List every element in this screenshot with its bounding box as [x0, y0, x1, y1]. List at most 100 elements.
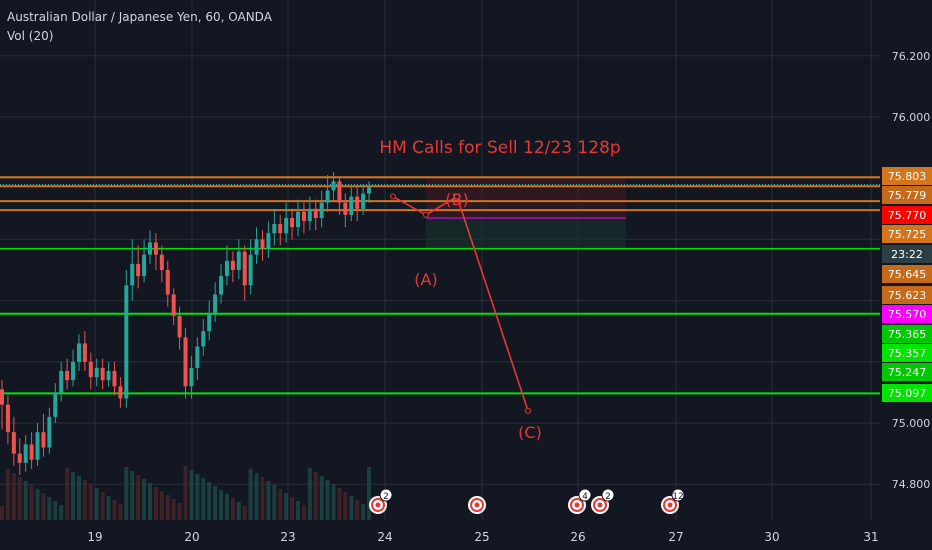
candle-body [159, 254, 164, 270]
volume-bar [88, 484, 93, 520]
wave-point [390, 193, 396, 200]
candle-body [325, 190, 330, 203]
volume-bar [242, 506, 247, 520]
volume-bar [118, 504, 123, 520]
volume-bar [307, 468, 312, 520]
candle-body [112, 370, 117, 387]
candle-body [41, 432, 46, 448]
event-icon-dot [667, 502, 673, 508]
candle-body [47, 416, 52, 448]
candle-body [337, 181, 342, 203]
candle-body [65, 370, 70, 381]
x-tick-label: 25 [474, 530, 489, 544]
event-count: 4 [582, 492, 588, 502]
price-label: 75.623 [888, 289, 927, 302]
volume-bar [76, 476, 81, 520]
wave-point [454, 193, 460, 200]
volume-bar [367, 467, 372, 520]
volume-bar [219, 490, 224, 520]
event-icon-ring [570, 498, 584, 512]
wave-drawing[interactable]: (A) (B) (C) [390, 190, 542, 442]
candle-body [189, 367, 194, 387]
price-label: 75.357 [888, 347, 927, 360]
volume-bar [53, 501, 58, 520]
price-label-box [882, 167, 932, 185]
volume-bar [284, 493, 289, 520]
trade-position-box[interactable] [426, 178, 626, 249]
candle-body [177, 315, 182, 338]
volume-bar [136, 475, 141, 520]
volume-bars [0, 466, 372, 520]
candle-body [290, 217, 295, 228]
volume-bar [266, 481, 271, 520]
candle-body [124, 285, 129, 399]
event-badges[interactable]: 2 4 2 12 [369, 488, 685, 514]
volume-bar [301, 505, 306, 520]
volume-bar [5, 469, 10, 520]
price-label-box [882, 286, 932, 304]
volume-bar [224, 494, 229, 520]
volume-bar [290, 497, 295, 520]
event-count-bubble [379, 488, 393, 502]
x-tick-label: 19 [87, 530, 102, 544]
volume-bar [213, 486, 218, 520]
y-tick-label: 76.200 [892, 50, 931, 63]
event-icon-dot [597, 502, 603, 508]
candle-body [118, 386, 123, 399]
candle-body [148, 242, 152, 255]
price-label-box [882, 186, 932, 204]
volume-bar [171, 499, 176, 520]
candle-body [219, 276, 224, 295]
volume-bar [313, 472, 318, 520]
symbol-title: Australian Dollar / Japanese Yen, 60, OA… [7, 10, 272, 24]
volume-bar [236, 502, 241, 520]
time-axis[interactable]: 19 20 23 24 25 26 27 30 31 [87, 530, 878, 544]
candle-body [5, 404, 10, 433]
candle-body [278, 224, 283, 234]
candle-body [106, 370, 111, 381]
candle-body [183, 337, 188, 387]
event-icon-dot [375, 502, 381, 508]
event-icon-ring [593, 498, 607, 512]
volume-bar [260, 477, 265, 520]
candle-body [94, 367, 99, 378]
grid [0, 0, 880, 520]
volume-bar [319, 476, 324, 520]
candle-body [0, 389, 4, 405]
volume-indicator-label[interactable]: Vol (20) [7, 29, 54, 43]
candle-body [171, 294, 176, 316]
target-zone [426, 217, 626, 249]
candle-body [76, 343, 81, 362]
candlesticks [0, 172, 372, 476]
candle-body [319, 202, 324, 218]
volume-bar [65, 468, 70, 520]
price-label: 75.570 [888, 308, 927, 321]
volume-bar [11, 473, 16, 520]
x-tick-label: 23 [280, 530, 295, 544]
candle-body [53, 392, 58, 417]
event-icon-dot [574, 502, 580, 508]
volume-bar [41, 493, 46, 520]
price-label: 75.247 [888, 366, 927, 379]
volume-bar [296, 501, 300, 520]
price-label: 75.803 [888, 170, 927, 183]
price-label-box [882, 305, 932, 323]
horizontal-levels[interactable] [0, 176, 880, 395]
price-axis[interactable]: 76.200 76.000 75.000 74.800 75.803 75.779 75.7… [882, 50, 932, 491]
candle-body [349, 196, 354, 215]
volume-bar [230, 498, 235, 520]
volume-bar [100, 492, 105, 520]
candle-body [367, 187, 372, 194]
y-tick-label: 74.800 [892, 478, 931, 491]
volume-bar [248, 469, 253, 520]
price-label: 75.645 [888, 268, 927, 281]
volume-bar [148, 483, 152, 520]
candle-body [35, 432, 40, 460]
volume-bar [29, 485, 34, 520]
event-count: 12 [672, 492, 683, 502]
candle-body [313, 208, 318, 218]
candle-body [230, 260, 235, 270]
candle-body [11, 432, 16, 454]
candle-body [136, 263, 141, 277]
